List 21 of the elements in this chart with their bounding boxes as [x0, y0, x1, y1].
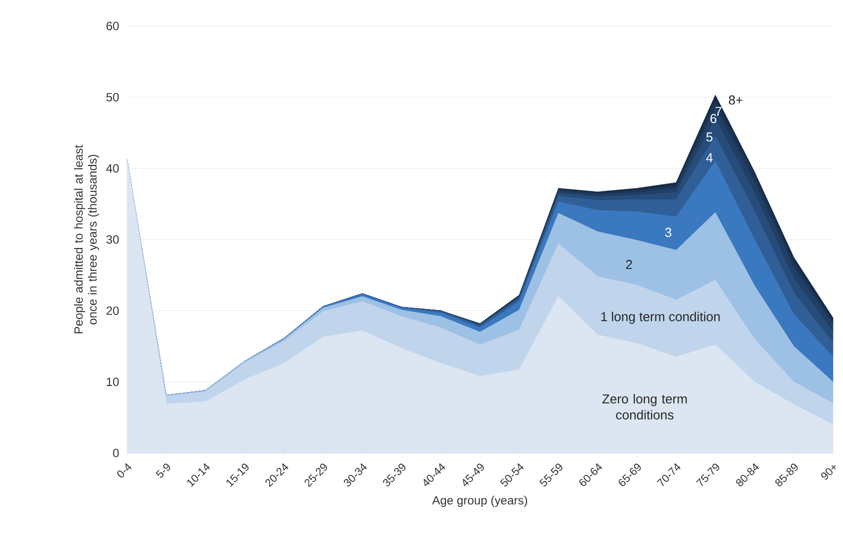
- y-tick-label: 60: [106, 22, 119, 30]
- y-axis-title: People admitted to hospital at least once in three years (thousands): [74, 144, 100, 334]
- y-tick-label: 40: [106, 164, 119, 173]
- x-tick-label: 90+: [821, 465, 836, 480]
- y-tick-label: 30: [106, 235, 119, 244]
- series-label: 5: [706, 132, 713, 142]
- series-label: 3: [665, 228, 672, 237]
- series-label: 8+: [728, 95, 742, 105]
- y-tick-label: 10: [106, 378, 119, 386]
- series-label: Zero long term conditions: [602, 394, 687, 420]
- series-label: 7: [716, 106, 722, 116]
- y-tick-label: 0: [113, 448, 119, 458]
- series-label: 2: [626, 260, 632, 269]
- series-label: 4: [706, 153, 713, 162]
- x-tick-label: 0-4: [117, 463, 132, 478]
- x-tick-label: 5-9: [156, 464, 170, 478]
- x-axis-title: Age group (years): [432, 496, 528, 507]
- y-tick-label: 20: [106, 306, 119, 315]
- series-label: 1 long term condition: [601, 312, 720, 324]
- y-tick-label: 50: [106, 92, 119, 102]
- series-label: 6: [710, 114, 716, 124]
